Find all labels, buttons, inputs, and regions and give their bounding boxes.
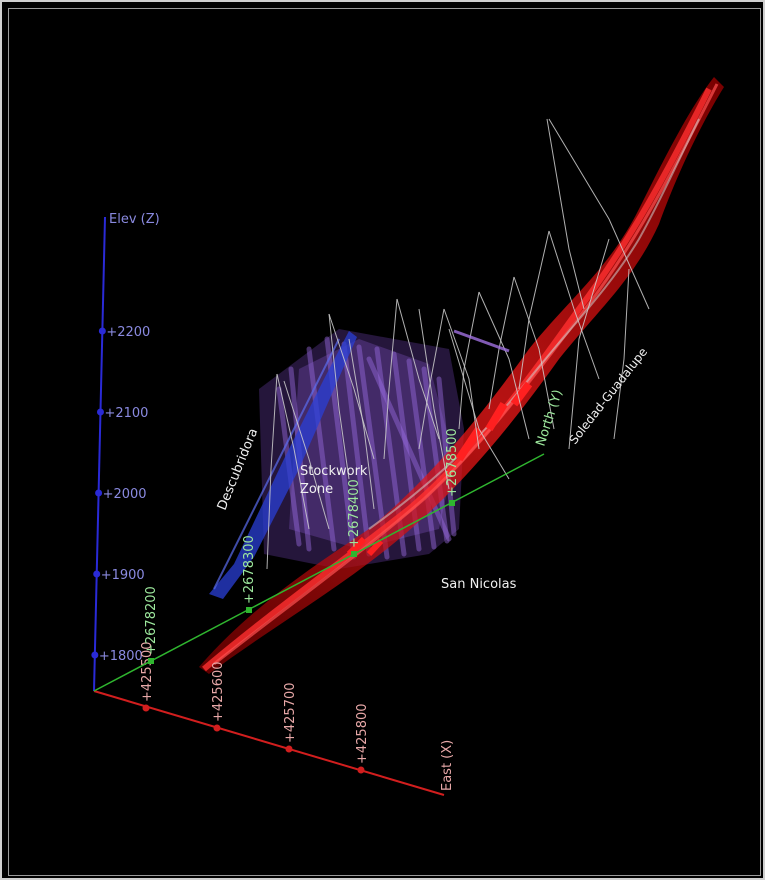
drill-hole-trace [418,308,450,490]
drill-hole-trace [513,276,555,430]
drill-hole-trace [328,313,350,480]
east-tick-label: +425800 [355,703,370,764]
drill-hole-intercept [453,329,510,353]
elevation-axis [93,216,106,692]
elevation-tick-marker [98,327,106,335]
stockwork-strand [366,356,452,542]
drill-hole-trace [478,291,530,440]
north-tick-marker [246,607,252,613]
soledad-guadalupe-label: Soledad-Guadalupe [566,345,650,447]
east-tick-marker [357,766,365,774]
elevation-tick-label: +2000 [103,487,147,502]
north-tick-marker [148,658,154,664]
drill-hole-trace [546,118,585,310]
east-tick-marker [285,745,293,753]
elevation-ticks: +1800 +1900 +2000 +2100 +2200 [91,325,150,664]
drill-hole-trace [348,338,375,510]
elevation-tick-label: +1800 [99,649,143,664]
north-tick-marker [351,551,357,557]
elevation-axis-label: Elev (Z) [109,212,160,227]
north-tick-label: +2678500 [445,428,460,497]
stockwork-strand [341,341,372,557]
east-axis-label: East (X) [440,740,455,791]
drill-hole-trace [276,373,310,530]
north-tick-label: +2678300 [242,535,257,604]
north-axis [93,453,545,692]
elevation-tick-label: +1900 [101,568,145,583]
scene: +1800 +1900 +2000 +2100 +2200 +425500 +425600… [91,77,724,796]
elevation-tick-marker [91,651,99,659]
north-tick-marker [449,500,455,506]
elevation-tick-label: +2100 [104,406,148,421]
stockwork-label-line2: Zone [300,482,333,497]
drill-hole-trace [328,313,375,460]
drill-hole-trace [266,373,278,570]
elevation-tick-label: +2200 [106,325,150,340]
drill-holes [266,118,650,570]
north-axis-label: North (Y) [534,388,566,448]
drill-hole-trace [418,308,445,450]
drill-hole-trace [283,380,330,530]
drill-hole-trace [568,238,610,450]
drill-hole-trace [448,328,510,480]
drill-hole-trace [458,291,480,430]
elevation-tick-marker [95,489,103,497]
descubridora-label: Descubridora [215,426,261,512]
drill-hole-trace [548,118,650,310]
north-tick-label: +2678200 [144,586,159,655]
stockwork-strand [306,346,337,552]
east-tick-label: +425600 [211,661,226,722]
elevation-tick-marker [96,408,104,416]
san-nicolas-label: San Nicolas [441,577,517,592]
stockwork-label-line1: Stockwork [300,464,368,479]
north-tick-label: +2678400 [347,479,362,548]
east-tick-label: +425500 [140,641,155,702]
drill-hole-trace [488,276,515,410]
drill-hole-trace [613,268,630,440]
east-tick-label: +425700 [283,682,298,743]
east-tick-marker [213,724,221,732]
elevation-tick-marker [93,570,101,578]
east-ticks: +425500 +425600 +425700 +425800 [140,641,370,774]
stockwork-strand [406,358,437,550]
drill-hole-trace [443,308,480,450]
3d-viewport[interactable]: +1800 +1900 +2000 +2100 +2200 +425500 +425600… [8,8,761,876]
north-ticks: +2678200 +2678300 +2678400 +2678500 [144,428,460,664]
drill-hole-trace [548,230,600,380]
descubridora-vein [209,331,357,599]
red-vein [199,77,724,674]
drill-hole-trace [383,298,398,460]
drill-hole-trace [396,298,440,440]
east-axis [93,690,445,796]
east-tick-marker [142,704,150,712]
